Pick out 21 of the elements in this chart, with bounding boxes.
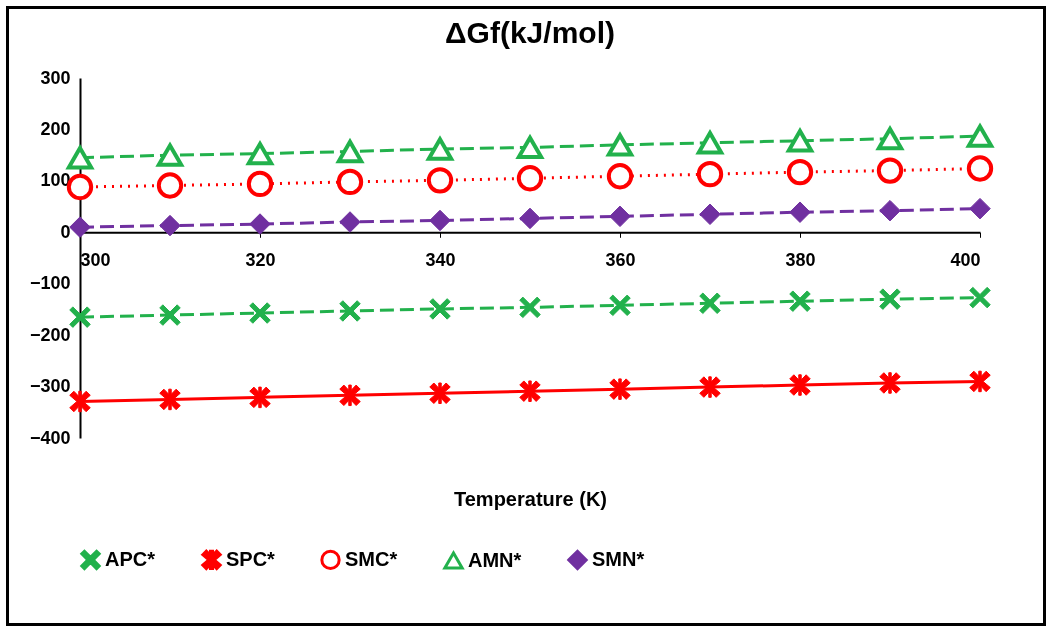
y-tick-label: 300 xyxy=(40,67,71,88)
legend-label: AMN* xyxy=(468,548,522,571)
legend-label: SMC* xyxy=(345,547,398,570)
x-tick-label: 380 xyxy=(785,249,816,270)
chart-title: ΔGf(kJ/mol) xyxy=(445,16,615,49)
x-tick-label: 300 xyxy=(80,249,111,270)
y-tick-label: 200 xyxy=(40,118,71,139)
y-tick-label: −400 xyxy=(29,427,71,448)
y-tick-label: 100 xyxy=(40,170,71,191)
x-tick-label: 400 xyxy=(950,249,981,270)
y-tick-label: −100 xyxy=(29,273,71,294)
legend-label: SMN* xyxy=(592,547,645,570)
x-tick-label: 360 xyxy=(605,249,636,270)
x-axis-title: Temperature (K) xyxy=(454,487,607,510)
x-tick-label: 320 xyxy=(245,249,276,270)
y-tick-label: 0 xyxy=(60,221,71,242)
legend-label: SPC* xyxy=(226,547,276,570)
legend-label: APC* xyxy=(105,547,156,570)
x-tick-label: 340 xyxy=(425,249,456,270)
y-tick-label: −300 xyxy=(29,376,71,397)
y-tick-label: −200 xyxy=(29,324,71,345)
